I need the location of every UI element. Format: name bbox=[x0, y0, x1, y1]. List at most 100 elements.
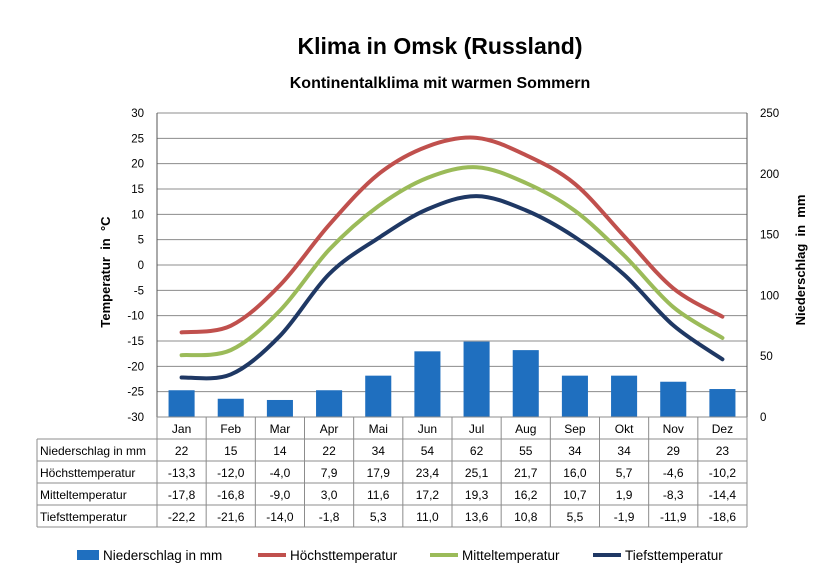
data-label: -1,8 bbox=[319, 510, 340, 524]
data-label: 34 bbox=[372, 444, 386, 458]
x-tick-label: Apr bbox=[320, 422, 339, 436]
data-label: -8,3 bbox=[663, 488, 684, 502]
data-label: -12,0 bbox=[217, 466, 245, 480]
x-tick-label: Jul bbox=[469, 422, 484, 436]
y-left-tick-label: -15 bbox=[127, 336, 144, 348]
bar-niederschlag bbox=[414, 351, 441, 417]
line-höchsttemperatur bbox=[179, 135, 725, 335]
y-left-tick-label: 5 bbox=[138, 235, 144, 247]
data-label: -16,8 bbox=[217, 488, 245, 502]
data-label: -9,0 bbox=[270, 488, 291, 502]
data-label: -18,6 bbox=[709, 510, 737, 524]
bar-niederschlag bbox=[266, 399, 293, 417]
y-left-tick-label: 20 bbox=[131, 159, 144, 171]
data-label: 23,4 bbox=[416, 466, 440, 480]
bar-niederschlag bbox=[611, 375, 638, 417]
y-left-tick-label: 15 bbox=[131, 184, 144, 196]
y-right-tick-label: 50 bbox=[760, 351, 773, 363]
table-row-label: Niederschlag in mm bbox=[40, 444, 146, 458]
data-label: 25,1 bbox=[465, 466, 489, 480]
data-label: -22,2 bbox=[168, 510, 196, 524]
chart-title: Klima in Omsk (Russland) bbox=[297, 33, 582, 59]
data-label: 54 bbox=[421, 444, 435, 458]
chart-subtitle: Kontinentalklima mit warmen Sommern bbox=[290, 75, 591, 92]
data-label: 29 bbox=[667, 444, 681, 458]
data-label: 23 bbox=[716, 444, 730, 458]
data-label: -17,8 bbox=[168, 488, 196, 502]
data-label: 34 bbox=[617, 444, 631, 458]
x-tick-label: Feb bbox=[220, 422, 241, 436]
data-label: 13,6 bbox=[465, 510, 489, 524]
data-label: 5,7 bbox=[616, 466, 633, 480]
data-label: -11,9 bbox=[660, 510, 687, 524]
x-tick-label: Jun bbox=[418, 422, 437, 436]
y-axis-left-label: Temperatur in °C bbox=[98, 216, 113, 328]
data-label: 16,0 bbox=[563, 466, 587, 480]
data-label: 17,9 bbox=[367, 466, 391, 480]
legend-label: Niederschlag in mm bbox=[103, 548, 222, 563]
line-mitteltemperatur bbox=[179, 165, 725, 358]
y-right-tick-label: 100 bbox=[760, 290, 779, 302]
y-left-tick-label: -25 bbox=[127, 387, 144, 399]
data-label: 5,5 bbox=[567, 510, 584, 524]
y-left-tick-label: 10 bbox=[131, 209, 144, 221]
y-right-tick-label: 200 bbox=[760, 169, 779, 181]
data-label: -4,6 bbox=[663, 466, 684, 480]
bar-niederschlag bbox=[316, 390, 343, 417]
data-label: 34 bbox=[568, 444, 582, 458]
data-label: 11,0 bbox=[416, 510, 439, 524]
data-label: 62 bbox=[470, 444, 484, 458]
bar-niederschlag bbox=[561, 375, 588, 417]
x-tick-label: Aug bbox=[515, 422, 536, 436]
y-axis-right-label: Niederschlag in mm bbox=[793, 195, 808, 326]
y-left-tick-label: 0 bbox=[138, 260, 144, 272]
legend-label: Mitteltemperatur bbox=[462, 548, 560, 563]
table-row-label: Höchsttemperatur bbox=[40, 466, 135, 480]
data-label: -14,4 bbox=[709, 488, 737, 502]
data-label: 22 bbox=[322, 444, 336, 458]
data-label: 5,3 bbox=[370, 510, 387, 524]
data-label: -14,0 bbox=[266, 510, 294, 524]
x-tick-label: Nov bbox=[663, 422, 684, 436]
legend-label: Höchsttemperatur bbox=[290, 548, 398, 563]
line-tiefsttemperatur bbox=[179, 194, 725, 381]
data-label: -4,0 bbox=[270, 466, 291, 480]
bar-niederschlag bbox=[512, 350, 539, 417]
x-tick-label: Dez bbox=[712, 422, 733, 436]
y-left-tick-label: -20 bbox=[127, 361, 144, 373]
data-label: -1,9 bbox=[614, 510, 635, 524]
y-left-tick-label: -30 bbox=[127, 412, 144, 424]
y-left-tick-label: 25 bbox=[131, 133, 144, 145]
x-tick-label: Sep bbox=[564, 422, 586, 436]
data-label: 17,2 bbox=[416, 488, 440, 502]
data-label: 19,3 bbox=[465, 488, 489, 502]
bar-niederschlag bbox=[217, 398, 244, 417]
y-left-tick-label: -5 bbox=[134, 285, 144, 297]
data-label: 10,7 bbox=[563, 488, 587, 502]
data-label: -13,3 bbox=[168, 466, 196, 480]
data-label: -10,2 bbox=[709, 466, 737, 480]
bar-niederschlag bbox=[709, 389, 736, 417]
data-label: 22 bbox=[175, 444, 189, 458]
bar-niederschlag bbox=[168, 390, 195, 417]
bar-niederschlag bbox=[463, 341, 490, 417]
table-row-label: Mitteltemperatur bbox=[40, 488, 127, 502]
x-tick-label: Jan bbox=[172, 422, 191, 436]
legend-label: Tiefsttemperatur bbox=[625, 548, 723, 563]
data-label: 16,2 bbox=[514, 488, 538, 502]
data-label: 10,8 bbox=[514, 510, 538, 524]
x-tick-label: Mar bbox=[270, 422, 291, 436]
data-label: 14 bbox=[273, 444, 287, 458]
data-label: 7,9 bbox=[321, 466, 338, 480]
data-label: 1,9 bbox=[616, 488, 633, 502]
legend-swatch bbox=[77, 550, 99, 560]
data-label: -21,6 bbox=[217, 510, 245, 524]
bar-niederschlag bbox=[365, 375, 392, 417]
y-left-tick-label: 30 bbox=[131, 108, 144, 120]
y-right-tick-label: 250 bbox=[760, 108, 779, 120]
y-right-tick-label: 0 bbox=[760, 412, 766, 424]
x-tick-label: Okt bbox=[615, 422, 634, 436]
x-tick-label: Mai bbox=[369, 422, 388, 436]
data-label: 55 bbox=[519, 444, 533, 458]
